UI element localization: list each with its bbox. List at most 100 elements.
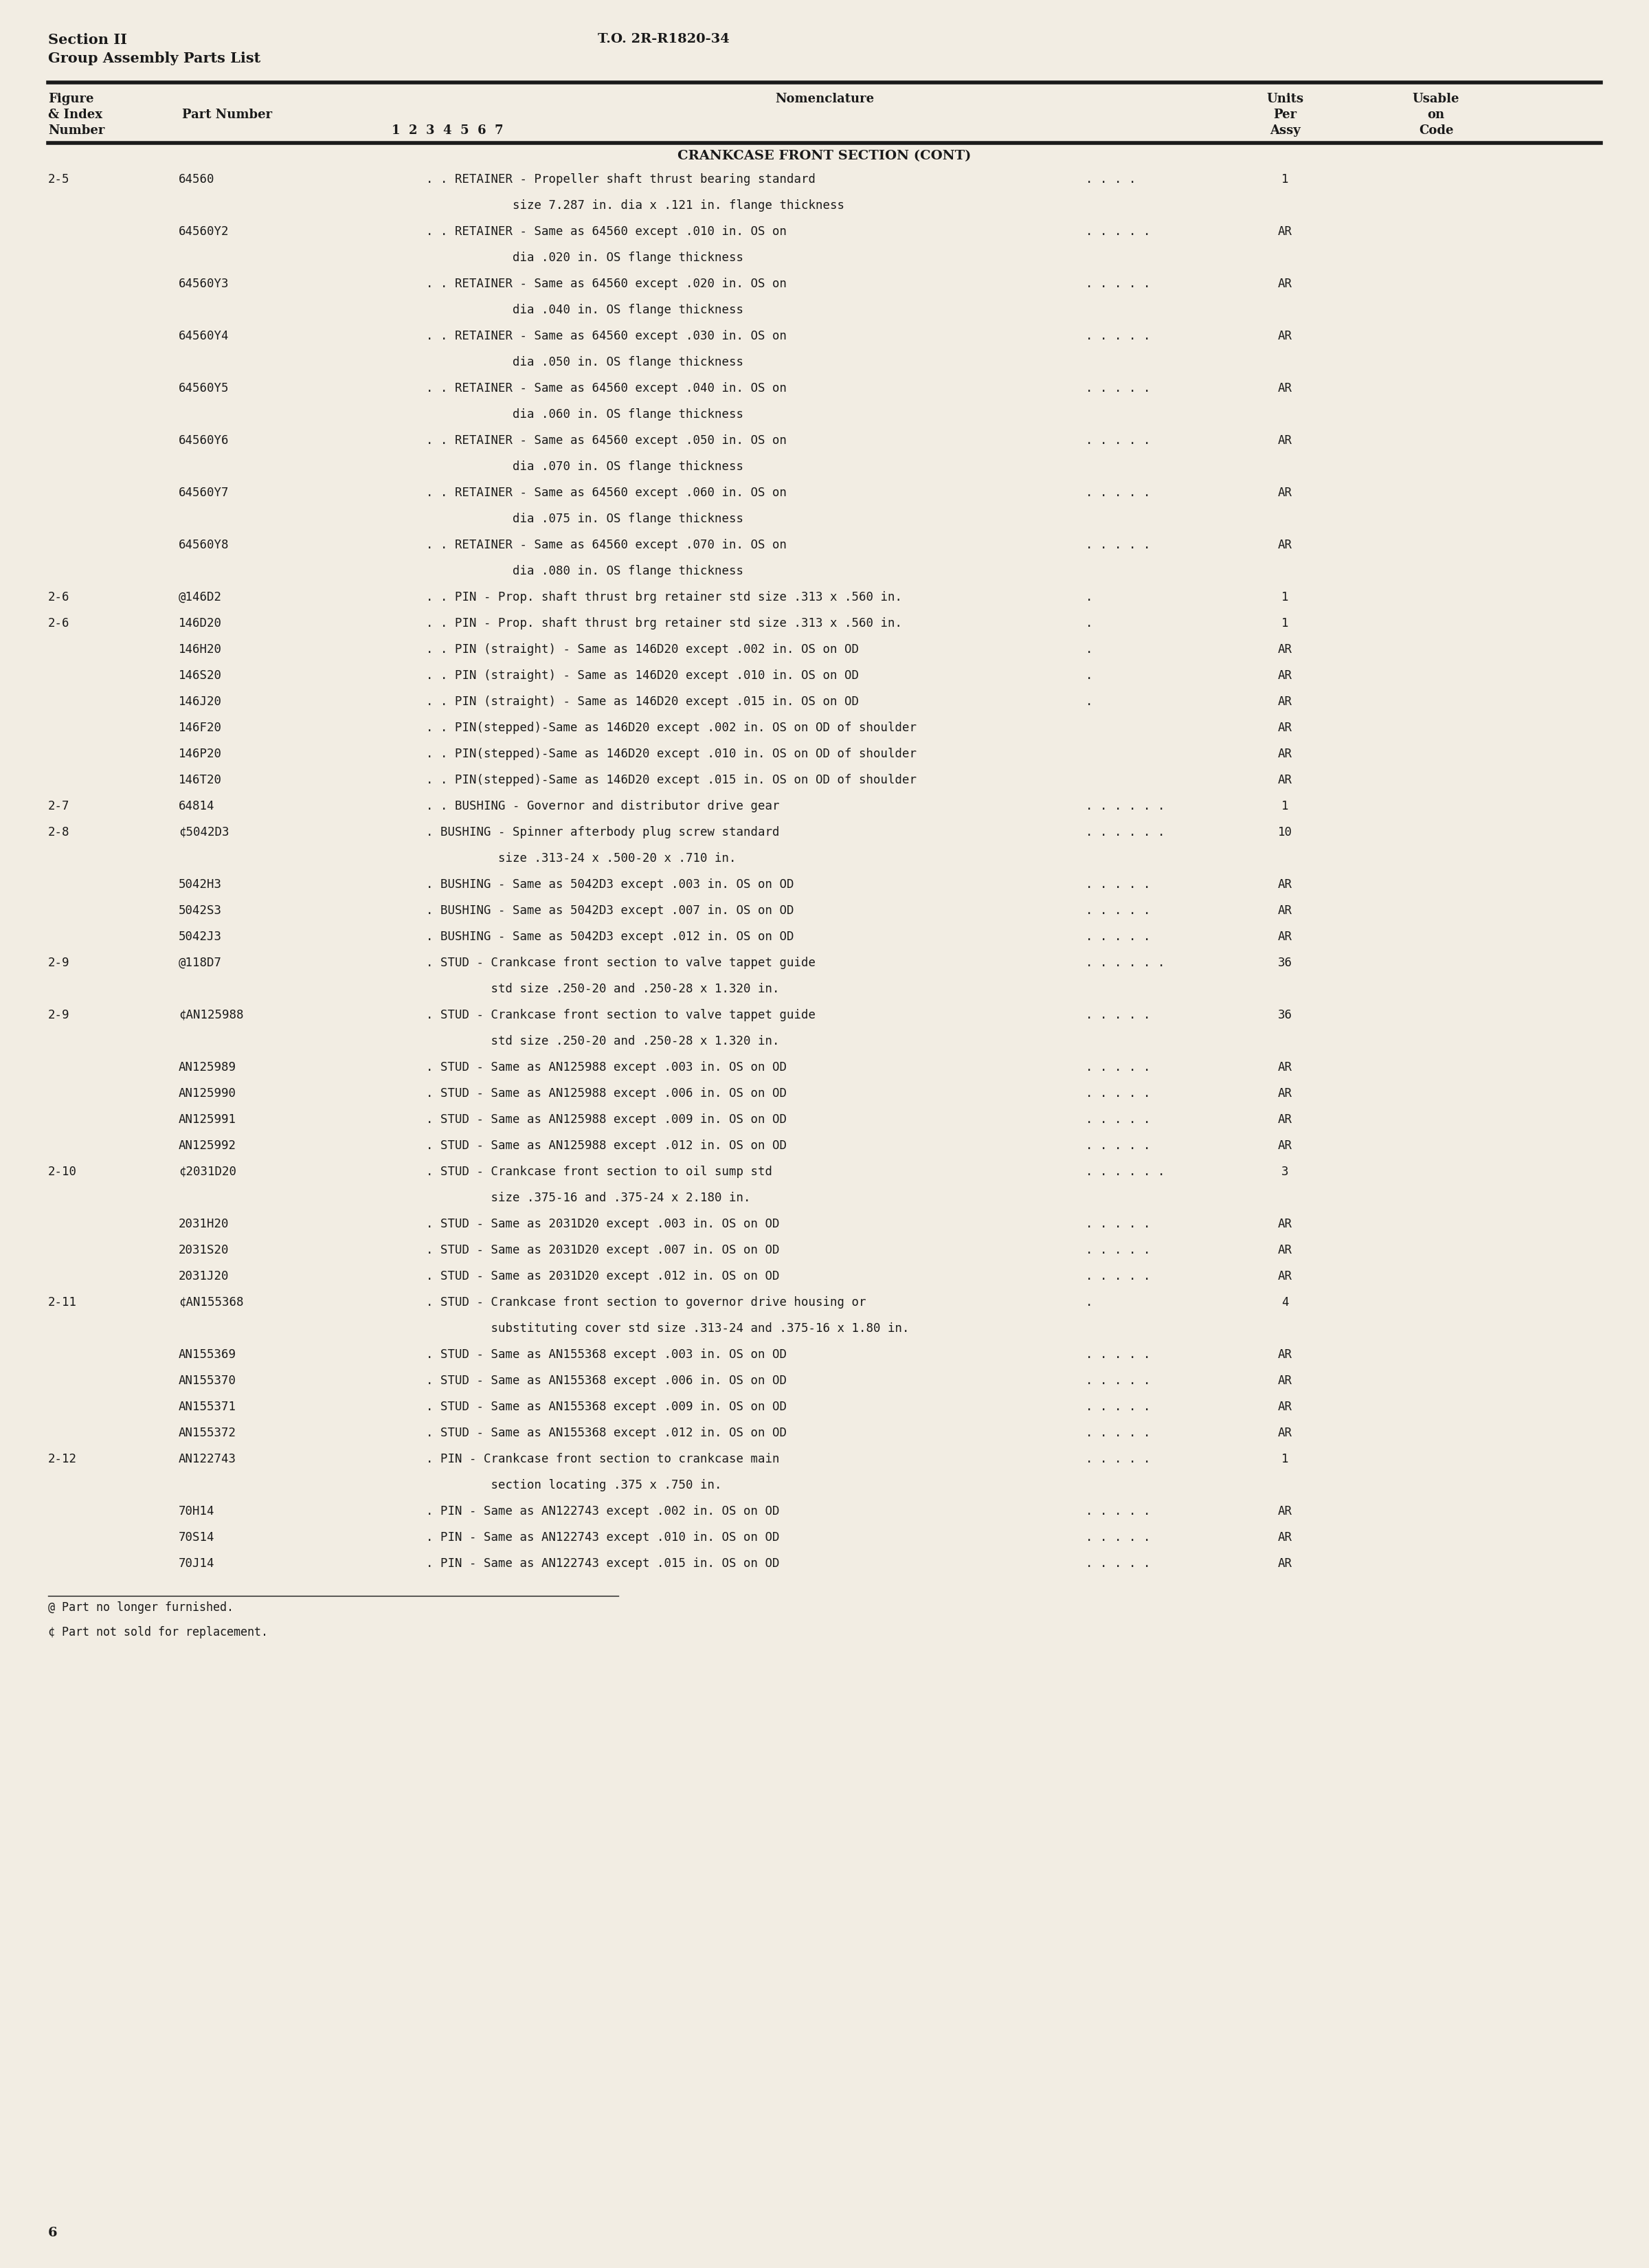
Text: dia .075 in. OS flange thickness: dia .075 in. OS flange thickness (425, 513, 744, 526)
Text: 64560Y4: 64560Y4 (178, 329, 229, 342)
Text: . STUD - Same as AN155368 except .012 in. OS on OD: . STUD - Same as AN155368 except .012 in… (425, 1427, 787, 1440)
Text: AN125992: AN125992 (178, 1139, 236, 1152)
Text: ¢AN125988: ¢AN125988 (178, 1009, 244, 1021)
Text: 1: 1 (1281, 617, 1288, 631)
Text: . . . . .: . . . . . (1085, 1218, 1151, 1229)
Text: 1: 1 (1281, 801, 1288, 812)
Text: AR: AR (1278, 1086, 1293, 1100)
Text: . STUD - Same as 2031D20 except .003 in. OS on OD: . STUD - Same as 2031D20 except .003 in.… (425, 1218, 780, 1229)
Text: ¢AN155368: ¢AN155368 (178, 1297, 244, 1309)
Text: AR: AR (1278, 644, 1293, 655)
Text: 146J20: 146J20 (178, 696, 223, 708)
Text: . . . . .: . . . . . (1085, 1061, 1151, 1073)
Text: ¢2031D20: ¢2031D20 (178, 1166, 236, 1177)
Text: AR: AR (1278, 696, 1293, 708)
Text: . . RETAINER - Same as 64560 except .030 in. OS on: . . RETAINER - Same as 64560 except .030… (425, 329, 787, 342)
Text: 2031H20: 2031H20 (178, 1218, 229, 1229)
Text: .: . (1085, 617, 1093, 631)
Text: 2-6: 2-6 (48, 617, 69, 631)
Text: 3: 3 (1281, 1166, 1288, 1177)
Text: 64560Y6: 64560Y6 (178, 435, 229, 447)
Text: AN125989: AN125989 (178, 1061, 236, 1073)
Text: . . . . .: . . . . . (1085, 329, 1151, 342)
Text: . . . . .: . . . . . (1085, 1531, 1151, 1545)
Text: 5042J3: 5042J3 (178, 930, 223, 943)
Text: substituting cover std size .313-24 and .375-16 x 1.80 in.: substituting cover std size .313-24 and … (425, 1322, 909, 1334)
Text: @118D7: @118D7 (178, 957, 223, 968)
Text: AR: AR (1278, 1270, 1293, 1281)
Text: AR: AR (1278, 435, 1293, 447)
Text: 64560Y5: 64560Y5 (178, 381, 229, 395)
Text: T.O. 2R-R1820-34: T.O. 2R-R1820-34 (599, 34, 729, 45)
Text: std size .250-20 and .250-28 x 1.320 in.: std size .250-20 and .250-28 x 1.320 in. (425, 1034, 780, 1048)
Text: . STUD - Same as AN155368 except .006 in. OS on OD: . STUD - Same as AN155368 except .006 in… (425, 1374, 787, 1388)
Text: 146D20: 146D20 (178, 617, 223, 631)
Text: AR: AR (1278, 748, 1293, 760)
Text: AR: AR (1278, 329, 1293, 342)
Text: AR: AR (1278, 381, 1293, 395)
Text: 64560Y2: 64560Y2 (178, 225, 229, 238)
Text: . . . . . .: . . . . . . (1085, 801, 1164, 812)
Text: section locating .375 x .750 in.: section locating .375 x .750 in. (425, 1479, 722, 1492)
Text: 10: 10 (1278, 826, 1293, 839)
Text: & Index: & Index (48, 109, 102, 120)
Text: 64560: 64560 (178, 172, 214, 186)
Text: ¢5042D3: ¢5042D3 (178, 826, 229, 839)
Text: 146P20: 146P20 (178, 748, 223, 760)
Text: . PIN - Same as AN122743 except .010 in. OS on OD: . PIN - Same as AN122743 except .010 in.… (425, 1531, 780, 1545)
Text: . . PIN (straight) - Same as 146D20 except .010 in. OS on OD: . . PIN (straight) - Same as 146D20 exce… (425, 669, 859, 683)
Text: . . PIN - Prop. shaft thrust brg retainer std size .313 x .560 in.: . . PIN - Prop. shaft thrust brg retaine… (425, 617, 902, 631)
Text: . BUSHING - Same as 5042D3 except .003 in. OS on OD: . BUSHING - Same as 5042D3 except .003 i… (425, 878, 793, 891)
Text: 70S14: 70S14 (178, 1531, 214, 1545)
Text: 2-11: 2-11 (48, 1297, 78, 1309)
Text: . BUSHING - Spinner afterbody plug screw standard: . BUSHING - Spinner afterbody plug screw… (425, 826, 780, 839)
Text: Part Number: Part Number (181, 109, 272, 120)
Text: . . . . . .: . . . . . . (1085, 1166, 1164, 1177)
Text: . . . . .: . . . . . (1085, 225, 1151, 238)
Text: std size .250-20 and .250-28 x 1.320 in.: std size .250-20 and .250-28 x 1.320 in. (425, 982, 780, 996)
Text: . . . . .: . . . . . (1085, 540, 1151, 551)
Text: . . . .: . . . . (1085, 172, 1136, 186)
Text: Code: Code (1418, 125, 1453, 136)
Text: . . . . .: . . . . . (1085, 1454, 1151, 1465)
Text: on: on (1428, 109, 1445, 120)
Text: AR: AR (1278, 1402, 1293, 1413)
Text: . . . . .: . . . . . (1085, 435, 1151, 447)
Text: 1: 1 (1281, 592, 1288, 603)
Text: AR: AR (1278, 1531, 1293, 1545)
Text: . . . . .: . . . . . (1085, 1402, 1151, 1413)
Text: . . RETAINER - Propeller shaft thrust bearing standard: . . RETAINER - Propeller shaft thrust be… (425, 172, 816, 186)
Text: size 7.287 in. dia x .121 in. flange thickness: size 7.287 in. dia x .121 in. flange thi… (425, 200, 844, 211)
Text: . . . . .: . . . . . (1085, 381, 1151, 395)
Text: dia .020 in. OS flange thickness: dia .020 in. OS flange thickness (425, 252, 744, 263)
Text: 2-9: 2-9 (48, 1009, 69, 1021)
Text: . . . . .: . . . . . (1085, 1558, 1151, 1569)
Text: dia .050 in. OS flange thickness: dia .050 in. OS flange thickness (425, 356, 744, 367)
Text: . . . . .: . . . . . (1085, 878, 1151, 891)
Text: . . PIN(stepped)-Same as 146D20 except .015 in. OS on OD of shoulder: . . PIN(stepped)-Same as 146D20 except .… (425, 773, 917, 787)
Text: AR: AR (1278, 930, 1293, 943)
Text: 2-9: 2-9 (48, 957, 69, 968)
Text: . BUSHING - Same as 5042D3 except .007 in. OS on OD: . BUSHING - Same as 5042D3 except .007 i… (425, 905, 793, 916)
Text: 2-6: 2-6 (48, 592, 69, 603)
Text: AN125991: AN125991 (178, 1114, 236, 1125)
Text: Number: Number (48, 125, 104, 136)
Text: AR: AR (1278, 669, 1293, 683)
Text: AR: AR (1278, 721, 1293, 735)
Text: dia .060 in. OS flange thickness: dia .060 in. OS flange thickness (425, 408, 744, 420)
Text: . . . . .: . . . . . (1085, 1374, 1151, 1388)
Text: AR: AR (1278, 488, 1293, 499)
Text: 4: 4 (1281, 1297, 1288, 1309)
Text: AR: AR (1278, 225, 1293, 238)
Text: Section II: Section II (48, 34, 127, 48)
Text: 64560Y8: 64560Y8 (178, 540, 229, 551)
Text: . . . . .: . . . . . (1085, 905, 1151, 916)
Text: AN155370: AN155370 (178, 1374, 236, 1388)
Text: Per: Per (1273, 109, 1296, 120)
Text: 2031S20: 2031S20 (178, 1243, 229, 1256)
Text: AR: AR (1278, 1114, 1293, 1125)
Text: . STUD - Same as AN125988 except .009 in. OS on OD: . STUD - Same as AN125988 except .009 in… (425, 1114, 787, 1125)
Text: . STUD - Same as 2031D20 except .007 in. OS on OD: . STUD - Same as 2031D20 except .007 in.… (425, 1243, 780, 1256)
Text: .: . (1085, 669, 1093, 683)
Text: 70H14: 70H14 (178, 1506, 214, 1517)
